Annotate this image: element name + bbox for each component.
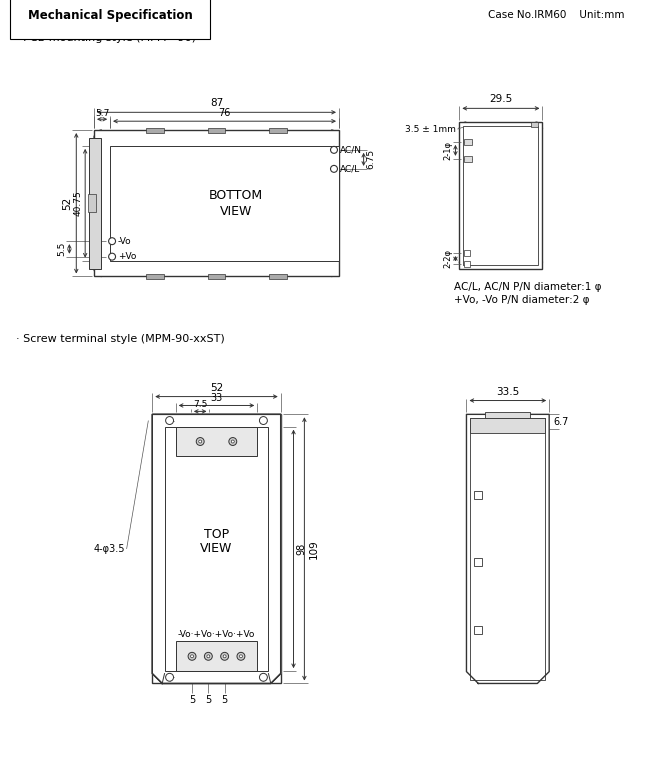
Text: 2-1φ: 2-1φ xyxy=(444,141,452,160)
Text: 98: 98 xyxy=(297,543,306,555)
Circle shape xyxy=(229,437,237,446)
Text: · Screw terminal style (MPM-90-xxST): · Screw terminal style (MPM-90-xxST) xyxy=(16,333,224,344)
Text: AC/L, AC/N P/N diameter:1 φ: AC/L, AC/N P/N diameter:1 φ xyxy=(454,282,601,292)
Text: +Vo, -Vo P/N diameter:2 φ: +Vo, -Vo P/N diameter:2 φ xyxy=(454,295,589,305)
Text: 5.7: 5.7 xyxy=(95,110,109,118)
Bar xyxy=(176,427,257,457)
Bar xyxy=(474,491,482,499)
Bar xyxy=(531,123,539,127)
Bar xyxy=(464,250,470,256)
Bar xyxy=(152,414,281,683)
Bar xyxy=(88,195,96,212)
Circle shape xyxy=(237,653,245,660)
Bar xyxy=(464,261,470,267)
Text: 109: 109 xyxy=(308,539,318,558)
Circle shape xyxy=(207,655,210,658)
Text: 33: 33 xyxy=(210,392,222,402)
Bar xyxy=(485,412,530,418)
Text: 6.75: 6.75 xyxy=(366,149,376,169)
Text: 4-φ3.5: 4-φ3.5 xyxy=(93,544,125,554)
Bar xyxy=(146,128,164,133)
Circle shape xyxy=(190,655,194,658)
Circle shape xyxy=(196,437,204,446)
Text: Mechanical Specification: Mechanical Specification xyxy=(28,8,192,21)
Text: 3.5 ± 1mm: 3.5 ± 1mm xyxy=(405,125,456,133)
Circle shape xyxy=(259,673,267,681)
Bar xyxy=(269,274,287,279)
Text: BOTTOM: BOTTOM xyxy=(209,189,263,202)
Text: · PCB mounting style (MPM - 90): · PCB mounting style (MPM - 90) xyxy=(16,34,196,44)
Bar xyxy=(208,274,225,279)
Bar xyxy=(94,130,339,277)
Bar xyxy=(176,641,257,671)
Text: 52: 52 xyxy=(62,197,72,210)
Bar xyxy=(470,418,545,433)
Text: TOP: TOP xyxy=(204,528,229,541)
Bar xyxy=(474,558,482,566)
Circle shape xyxy=(220,653,228,660)
Polygon shape xyxy=(466,414,549,683)
Bar xyxy=(464,139,472,145)
Text: 5.5: 5.5 xyxy=(58,242,66,256)
Text: +Vo: +Vo xyxy=(118,252,137,261)
Text: 33.5: 33.5 xyxy=(496,387,519,397)
Bar xyxy=(470,418,545,679)
Bar xyxy=(474,626,482,633)
Text: 87: 87 xyxy=(210,98,223,108)
Bar xyxy=(146,274,164,279)
Bar xyxy=(464,155,472,162)
Circle shape xyxy=(109,237,115,244)
Text: VIEW: VIEW xyxy=(200,542,232,555)
Bar xyxy=(165,427,269,671)
Text: 7.5: 7.5 xyxy=(193,401,208,409)
Circle shape xyxy=(259,417,267,424)
Circle shape xyxy=(109,254,115,260)
Bar xyxy=(269,128,287,133)
Text: -Vo: -Vo xyxy=(118,237,131,246)
Bar xyxy=(12,10,23,21)
Text: 29.5: 29.5 xyxy=(489,94,513,104)
Circle shape xyxy=(188,653,196,660)
Circle shape xyxy=(204,653,212,660)
Circle shape xyxy=(330,165,338,172)
Circle shape xyxy=(165,673,174,681)
Text: Case No.IRM60    Unit:mm: Case No.IRM60 Unit:mm xyxy=(488,10,624,20)
Text: 5: 5 xyxy=(222,696,228,705)
Bar xyxy=(110,146,339,260)
Circle shape xyxy=(231,440,234,443)
Text: AC/L: AC/L xyxy=(340,165,360,173)
Bar xyxy=(208,128,225,133)
Polygon shape xyxy=(152,414,281,683)
Text: 6.7: 6.7 xyxy=(553,417,569,427)
Circle shape xyxy=(223,655,226,658)
Text: 76: 76 xyxy=(218,108,230,118)
Bar xyxy=(89,138,101,269)
Text: 2-2φ: 2-2φ xyxy=(444,249,452,268)
Text: VIEW: VIEW xyxy=(220,205,253,218)
Bar xyxy=(464,126,539,264)
Circle shape xyxy=(165,417,174,424)
Text: 5: 5 xyxy=(205,696,212,705)
Text: 52: 52 xyxy=(210,383,223,393)
Text: 5: 5 xyxy=(189,696,195,705)
Text: -Vo·+Vo·+Vo·+Vo: -Vo·+Vo·+Vo·+Vo xyxy=(178,630,255,639)
Circle shape xyxy=(330,146,338,153)
Circle shape xyxy=(239,655,243,658)
Text: AC/N: AC/N xyxy=(340,146,362,155)
Circle shape xyxy=(199,440,202,443)
Bar xyxy=(460,123,543,269)
Text: AC/N  AC/L: AC/N AC/L xyxy=(188,437,233,446)
Text: 40.75: 40.75 xyxy=(73,191,82,216)
